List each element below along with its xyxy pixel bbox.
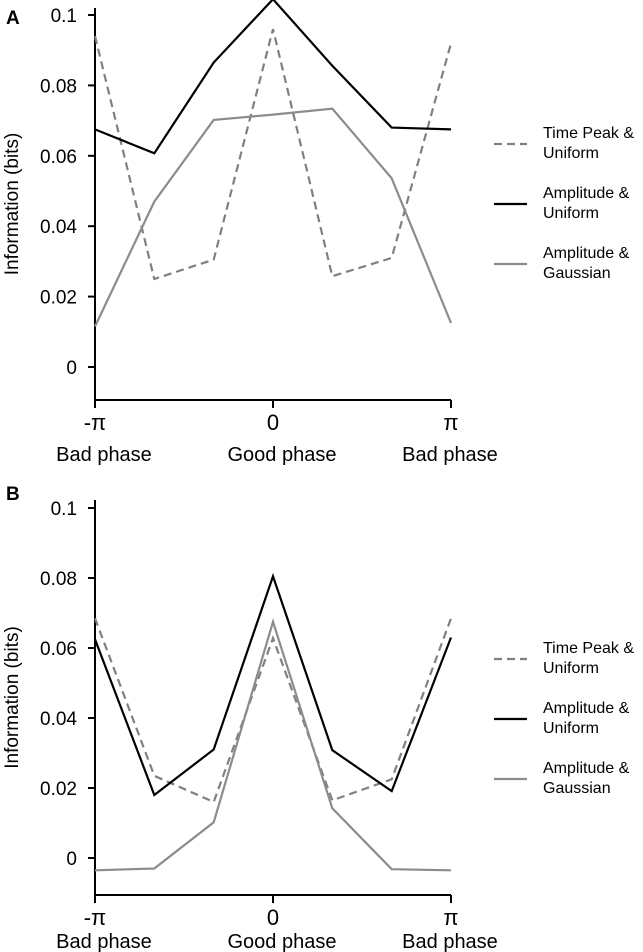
y-tick-label: 0.04 (40, 709, 77, 730)
series-line-2 (93, 572, 453, 797)
x-tick-label: -π (84, 410, 107, 435)
y-tick-label: 0.02 (40, 779, 77, 800)
y-tick-label: 0 (66, 849, 77, 870)
phase-label: Bad phase (56, 444, 152, 466)
series-line-3 (94, 107, 453, 327)
legend-label: Time Peak & (543, 640, 634, 657)
legend-label: Amplitude & (543, 700, 630, 717)
x-tick-label: π (443, 905, 458, 930)
phase-label: Good phase (228, 444, 337, 466)
legend-label: Uniform (543, 205, 599, 222)
series-line-1 (93, 28, 453, 281)
legend-label: Amplitude & (543, 185, 630, 202)
y-tick-label: 0 (66, 358, 77, 379)
y-tick-label: 0.04 (40, 217, 77, 238)
legend-label: Amplitude & (543, 760, 630, 777)
legend: Time Peak & Uniform Amplitude & Uniform Ampl… (494, 125, 634, 282)
legend-label: Uniform (543, 660, 599, 677)
y-tick-label: 0.02 (40, 288, 77, 309)
y-axis-title: Information (bits) (2, 133, 23, 276)
phase-label: Good phase (228, 931, 337, 952)
y-tick-label: 0.1 (51, 499, 77, 520)
x-tick-label: 0 (267, 905, 279, 930)
series-line-3 (94, 618, 452, 872)
x-tick-label: 0 (267, 410, 279, 435)
y-tick-label: 0.06 (40, 639, 77, 660)
phase-label: Bad phase (402, 931, 498, 952)
series-line-2 (94, 0, 452, 155)
panel-label: B (6, 484, 20, 505)
phase-label: Bad phase (56, 931, 152, 952)
legend-label: Amplitude & (543, 245, 630, 262)
legend-label: Uniform (543, 145, 599, 162)
x-tick-label: π (443, 410, 458, 435)
phase-label: Bad phase (402, 444, 498, 466)
y-axis-title: Information (bits) (2, 626, 23, 769)
legend-label: Gaussian (543, 780, 611, 797)
legend: Time Peak & Uniform Amplitude & Uniform Ampl… (494, 640, 634, 797)
panel-label: A (6, 8, 20, 29)
legend-label: Gaussian (543, 265, 611, 282)
legend-label: Uniform (543, 720, 599, 737)
series-line-1 (93, 617, 453, 804)
panel-a: A Information (bits) 0 0.02 0.04 0.06 0.08 0.1 -… (2, 0, 634, 466)
y-tick-label: 0.1 (51, 6, 77, 27)
legend-label: Time Peak & (543, 125, 634, 142)
panel-b: B Information (bits) 0 0.02 0.04 0.06 0.08 0.1 -… (2, 484, 634, 952)
y-tick-label: 0.08 (40, 76, 77, 97)
y-tick-label: 0.06 (40, 147, 77, 168)
x-tick-label: -π (84, 905, 107, 930)
y-tick-label: 0.08 (40, 569, 77, 590)
